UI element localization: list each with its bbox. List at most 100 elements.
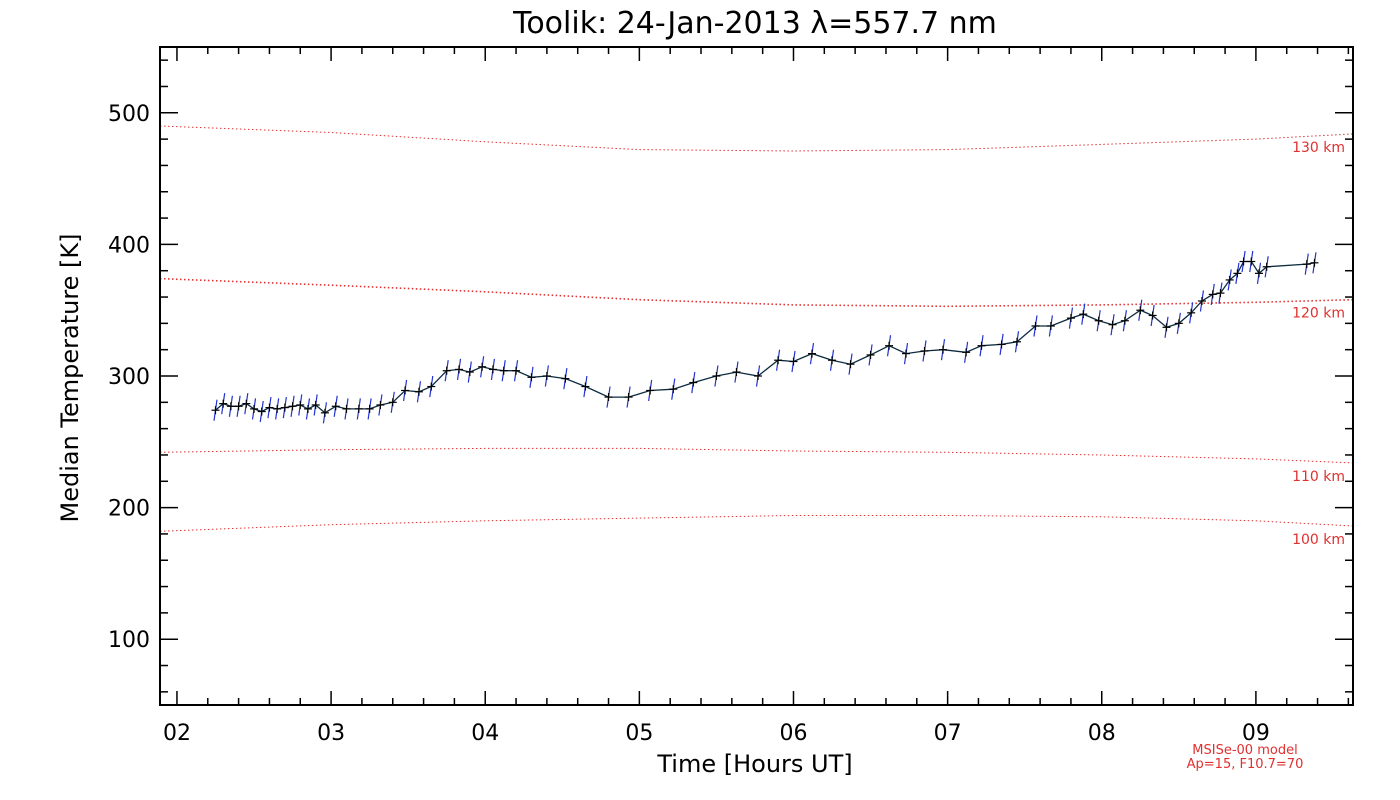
data-point-5 (250, 398, 259, 420)
data-point-58 (1046, 315, 1055, 337)
data-point-55 (997, 333, 1006, 356)
model-annotation-line2: Ap=15, F10.7=70 (1187, 757, 1304, 772)
data-point-31 (527, 366, 536, 388)
data-point-47 (846, 353, 855, 375)
x-axis-label: Time [Hours UT] (656, 750, 852, 778)
data-point-68 (1187, 302, 1196, 324)
data-point-1 (219, 393, 228, 415)
data-point-2 (226, 395, 235, 417)
x-tick-label-0: 02 (163, 721, 191, 746)
reference-curves (159, 125, 1354, 532)
reference-label-0: 130 km (1292, 140, 1345, 156)
data-point-23 (427, 375, 436, 398)
data-point-62 (1108, 314, 1117, 336)
data-point-9 (280, 396, 289, 419)
data-point-38 (669, 378, 678, 400)
data-point-17 (354, 398, 363, 420)
data-point-20 (388, 391, 397, 413)
data-point-52 (939, 339, 948, 361)
x-tick-label-3: 05 (625, 721, 653, 746)
data-point-60 (1079, 303, 1088, 325)
reference-curve-2 (159, 447, 1354, 464)
data-point-42 (754, 365, 763, 387)
data-point-74 (1239, 250, 1248, 273)
data-point-46 (828, 349, 837, 371)
series-line-0 (215, 260, 1315, 414)
data-point-44 (789, 350, 798, 373)
data-point-65 (1148, 304, 1157, 327)
data-point-28 (488, 358, 497, 381)
reference-curve-3 (159, 515, 1354, 532)
data-point-13 (311, 394, 320, 416)
series-layer (211, 250, 1319, 424)
data-point-36 (624, 386, 633, 408)
x-tick-label-1: 03 (317, 721, 345, 746)
data-point-6 (257, 400, 266, 423)
data-point-4 (242, 393, 251, 415)
chart-title: Toolik: 24-Jan-2013 λ=557.7 nm (512, 6, 997, 41)
x-tick-label-5: 07 (934, 721, 962, 746)
data-point-70 (1208, 283, 1217, 306)
data-point-12 (303, 398, 312, 420)
y-tick-label-1: 200 (108, 497, 150, 522)
y-tick-labels: 100 200 300 400 500 (108, 102, 150, 653)
data-point-41 (732, 361, 741, 383)
data-point-77 (1262, 256, 1271, 278)
y-tick-label-2: 300 (108, 365, 150, 390)
reference-curve-0 (159, 125, 1354, 152)
data-point-10 (288, 395, 297, 417)
data-point-40 (712, 365, 721, 387)
reference-label-2: 110 km (1292, 469, 1345, 485)
data-point-63 (1120, 310, 1129, 332)
data-point-75 (1247, 250, 1256, 273)
data-point-39 (689, 371, 698, 394)
x-tick-label-7: 09 (1242, 721, 1270, 746)
data-point-45 (807, 343, 816, 365)
data-point-76 (1254, 262, 1263, 284)
data-point-67 (1174, 312, 1183, 334)
y-tick-label-4: 500 (108, 102, 150, 127)
data-point-50 (902, 343, 911, 365)
data-point-8 (273, 398, 282, 420)
data-point-64 (1136, 299, 1145, 321)
data-point-57 (1031, 315, 1040, 337)
data-point-26 (465, 361, 474, 383)
data-point-24 (442, 360, 451, 382)
axis-ticks (160, 47, 1353, 705)
y-tick-label-0: 100 (108, 628, 150, 653)
data-point-48 (866, 344, 875, 366)
data-point-22 (414, 381, 423, 403)
data-point-49 (885, 335, 894, 357)
data-point-61 (1094, 310, 1103, 332)
data-point-15 (331, 395, 340, 417)
y-tick-label-3: 400 (108, 233, 150, 258)
data-point-18 (365, 398, 374, 420)
data-point-59 (1066, 307, 1075, 329)
data-point-54 (977, 335, 986, 357)
data-point-29 (499, 360, 508, 382)
data-point-19 (376, 394, 385, 416)
data-point-79 (1310, 252, 1319, 274)
data-point-53 (962, 341, 971, 363)
data-point-11 (296, 394, 305, 416)
data-point-72 (1225, 269, 1234, 291)
data-point-66 (1162, 316, 1171, 338)
x-tick-label-2: 04 (471, 721, 499, 746)
data-point-33 (561, 368, 570, 390)
reference-label-3: 100 km (1292, 532, 1345, 548)
data-point-0 (211, 399, 220, 421)
data-point-34 (581, 375, 590, 398)
x-tick-labels: 02 03 04 05 06 07 08 09 (163, 721, 1270, 746)
reference-label-1: 120 km (1292, 306, 1345, 322)
data-point-35 (604, 386, 613, 408)
data-point-30 (512, 360, 521, 382)
reference-labels: 130 km 120 km 110 km 100 km (1292, 140, 1345, 548)
x-tick-label-6: 08 (1088, 721, 1116, 746)
data-point-21 (401, 379, 410, 402)
data-point-16 (342, 398, 351, 420)
data-point-7 (265, 396, 274, 419)
data-point-78 (1302, 253, 1311, 275)
data-point-56 (1012, 331, 1021, 353)
x-tick-label-4: 06 (779, 721, 807, 746)
